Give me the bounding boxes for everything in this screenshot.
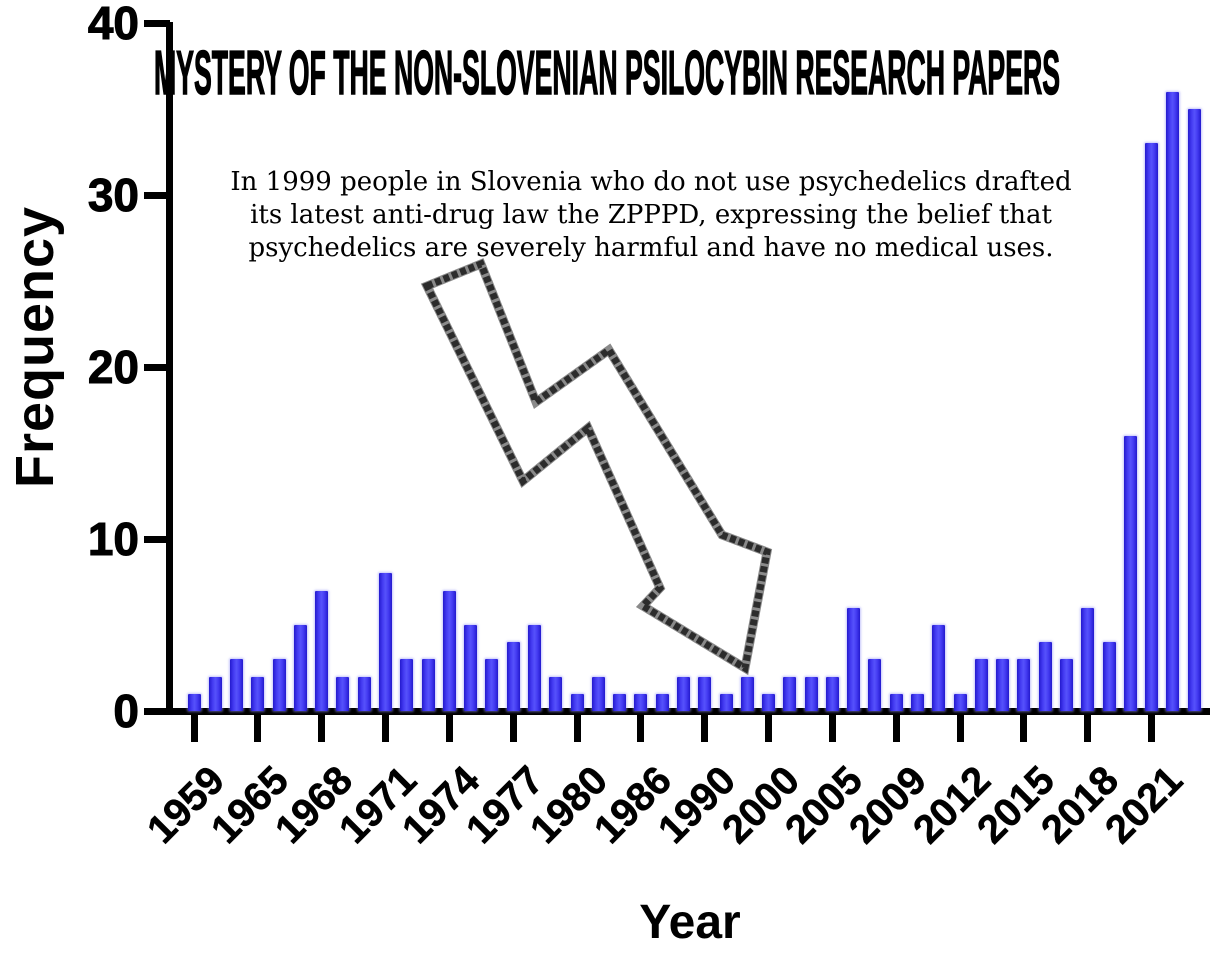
arrow-outline-hatch <box>422 259 771 674</box>
bar <box>953 693 967 711</box>
annotation-line-1: In 1999 people in Slovenia who do not us… <box>230 167 1072 197</box>
bar <box>336 676 350 711</box>
arrow-outline-base <box>420 258 773 676</box>
y-axis-title: Frequency <box>5 205 65 489</box>
bar <box>315 590 329 711</box>
y-tick-label: 30 <box>87 169 139 222</box>
bar <box>187 693 201 711</box>
y-axis-tick <box>144 191 170 199</box>
bar <box>804 676 818 711</box>
bar <box>251 676 265 711</box>
x-axis-tick <box>1020 714 1028 742</box>
x-axis-tick <box>701 714 709 742</box>
bar <box>613 693 627 711</box>
x-axis-tick <box>637 714 645 742</box>
bar <box>634 693 648 711</box>
annotation-text: In 1999 people in Slovenia who do not us… <box>230 166 1071 265</box>
bar <box>762 693 776 711</box>
x-axis-tick <box>573 714 581 742</box>
bar <box>442 590 456 711</box>
bar <box>272 659 286 711</box>
annotation-line-2: its latest anti-drug law the ZPPPD, expr… <box>250 200 1052 230</box>
y-tick-label: 10 <box>87 513 139 566</box>
bar <box>676 676 690 711</box>
bar <box>740 676 754 711</box>
y-axis-tick <box>144 19 170 27</box>
x-axis-tick <box>445 714 453 742</box>
bar <box>698 676 712 711</box>
bar <box>1038 642 1052 711</box>
bar <box>506 642 520 711</box>
y-tick-label: 20 <box>87 341 139 394</box>
bar <box>932 625 946 711</box>
x-axis-tick <box>956 714 964 742</box>
bar <box>889 693 903 711</box>
x-axis-tick <box>254 714 262 742</box>
bar <box>719 693 733 711</box>
bar <box>1166 91 1180 711</box>
bar <box>591 676 605 711</box>
x-axis-tick <box>318 714 326 742</box>
bar <box>293 625 307 711</box>
x-axis-line <box>166 708 1210 715</box>
bar <box>421 659 435 711</box>
bar <box>357 676 371 711</box>
bar <box>783 676 797 711</box>
bar <box>1123 435 1137 711</box>
bar <box>1145 143 1159 711</box>
x-axis-tick <box>509 714 517 742</box>
x-axis-tick <box>382 714 390 742</box>
bar <box>1102 642 1116 711</box>
bar <box>996 659 1010 711</box>
bar <box>655 693 669 711</box>
annotation-line-3: psychedelics are severely harmful and ha… <box>248 233 1054 263</box>
x-axis-tick <box>190 714 198 742</box>
bar <box>1017 659 1031 711</box>
bar <box>1187 109 1201 711</box>
bar <box>847 607 861 711</box>
y-tick-label: 0 <box>113 685 140 738</box>
x-axis-tick <box>765 714 773 742</box>
y-axis-tick <box>144 363 170 371</box>
x-axis-tick <box>828 714 836 742</box>
bar <box>208 676 222 711</box>
y-axis-tick <box>144 707 170 715</box>
bar <box>1081 607 1095 711</box>
bar <box>400 659 414 711</box>
bar <box>485 659 499 711</box>
bar <box>230 659 244 711</box>
chart-title: MYSTERY OF THE NON-SLOVENIAN PSILOCYBIN … <box>153 38 1061 109</box>
bar <box>974 659 988 711</box>
bar <box>379 573 393 711</box>
x-axis-tick <box>1148 714 1156 742</box>
x-axis-tick <box>892 714 900 742</box>
y-tick-label: 40 <box>87 0 139 50</box>
y-axis-tick <box>144 535 170 543</box>
x-axis-title: Year <box>639 896 741 949</box>
bar <box>527 625 541 711</box>
bar <box>570 693 584 711</box>
bar <box>868 659 882 711</box>
bar <box>825 676 839 711</box>
x-axis-tick <box>1084 714 1092 742</box>
bar <box>911 693 925 711</box>
downward-trend-arrow-icon <box>420 258 773 676</box>
bar <box>1059 659 1073 711</box>
bar <box>464 625 478 711</box>
bar <box>549 676 563 711</box>
